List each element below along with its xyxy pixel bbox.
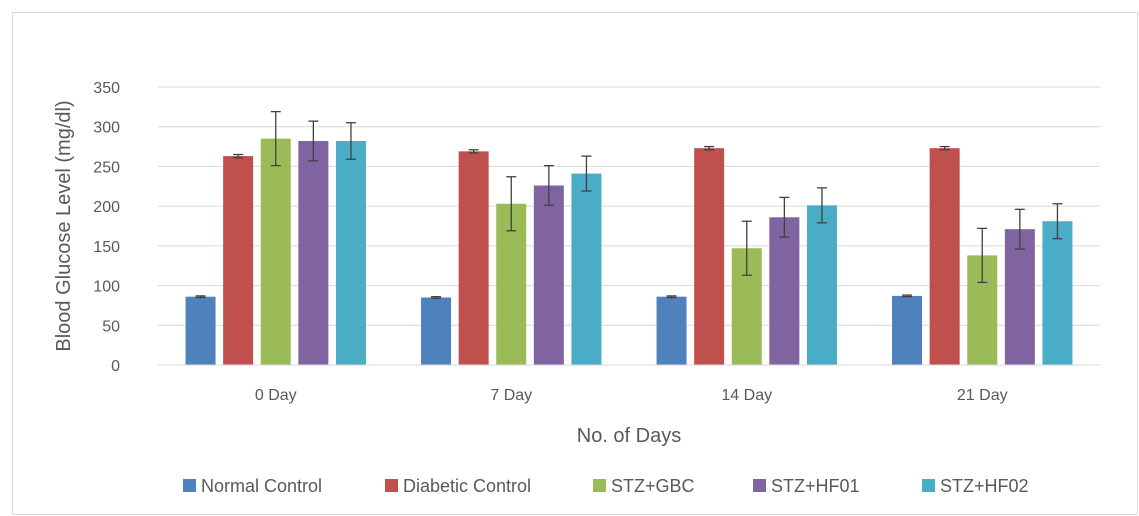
legend-label: Diabetic Control	[403, 476, 531, 496]
x-tick-label: 14 Day	[721, 387, 772, 404]
bar-stz-hf02-21-day	[1042, 221, 1073, 365]
error-bar-stz-gbc-7-day	[506, 176, 517, 232]
error-bar-diabetic-control-0-day	[233, 153, 244, 159]
bar-normal-control-7-day	[421, 297, 452, 365]
legend-label: Normal Control	[201, 476, 322, 496]
legend-swatch	[385, 479, 398, 492]
y-tick-label: 350	[93, 80, 120, 97]
bar-normal-control-14-day	[656, 296, 687, 365]
legend-label: STZ+HF01	[771, 476, 860, 496]
bar-stz-hf02-0-day	[335, 141, 366, 365]
error-bar-stz-hf01-14-day	[779, 196, 790, 238]
bar-stz-hf01-7-day	[533, 185, 564, 365]
legend-label: STZ+GBC	[611, 476, 695, 496]
legend-item-stz-hf02: STZ+HF02	[922, 476, 1029, 496]
y-tick-label: 200	[93, 199, 120, 216]
error-bar-normal-control-21-day	[902, 294, 913, 298]
error-bar-stz-hf02-7-day	[581, 155, 592, 192]
error-bar-stz-hf01-0-day	[308, 120, 319, 162]
error-bar-stz-hf02-0-day	[345, 122, 356, 160]
bars	[185, 138, 1073, 365]
error-bar-stz-hf01-7-day	[543, 164, 554, 206]
error-bar-stz-gbc-21-day	[977, 227, 988, 284]
bar-diabetic-control-14-day	[694, 148, 725, 365]
legend-item-stz-hf01: STZ+HF01	[753, 476, 860, 496]
x-axis-title: No. of Days	[577, 425, 681, 447]
legend-swatch	[183, 479, 196, 492]
error-bar-stz-hf02-21-day	[1052, 203, 1063, 240]
bar-normal-control-0-day	[185, 296, 216, 365]
x-tick-label: 21 Day	[957, 387, 1008, 404]
error-bar-normal-control-14-day	[666, 295, 677, 299]
bar-diabetic-control-7-day	[458, 151, 489, 365]
y-tick-label: 100	[93, 279, 120, 296]
bar-stz-hf01-0-day	[298, 141, 329, 365]
y-tick-label: 0	[111, 358, 120, 375]
y-tick-label: 150	[93, 239, 120, 256]
error-bar-diabetic-control-7-day	[468, 149, 479, 154]
x-axis-ticks: 0 Day 7 Day 14 Day 21 Day	[255, 387, 1008, 404]
legend-item-stz-gbc: STZ+GBC	[593, 476, 695, 496]
bar-stz-hf02-7-day	[571, 173, 602, 365]
x-tick-label: 7 Day	[490, 387, 532, 404]
x-tick-label: 0 Day	[255, 387, 297, 404]
error-bar-diabetic-control-21-day	[939, 145, 950, 151]
error-bar-diabetic-control-14-day	[704, 145, 715, 151]
error-bars	[195, 110, 1063, 299]
bar-stz-hf01-14-day	[769, 217, 800, 365]
bar-normal-control-21-day	[892, 295, 923, 365]
error-bar-normal-control-7-day	[431, 296, 442, 299]
bar-diabetic-control-21-day	[929, 148, 960, 365]
y-axis-title: Blood Glucose Level (mg/dl)	[53, 100, 75, 351]
bar-stz-gbc-0-day	[260, 138, 291, 365]
error-bar-stz-gbc-0-day	[270, 110, 281, 167]
y-tick-label: 300	[93, 120, 120, 137]
legend-swatch	[922, 479, 935, 492]
legend-label: STZ+HF02	[940, 476, 1029, 496]
error-bar-stz-hf02-14-day	[816, 187, 827, 224]
error-bar-stz-hf01-21-day	[1014, 208, 1025, 250]
legend-item-normal-control: Normal Control	[183, 476, 322, 496]
legend-swatch	[593, 479, 606, 492]
legend: Normal Control Diabetic Control STZ+GBC STZ…	[183, 476, 1029, 496]
bar-stz-hf02-14-day	[806, 205, 837, 365]
error-bar-normal-control-0-day	[195, 295, 206, 299]
legend-item-diabetic-control: Diabetic Control	[385, 476, 531, 496]
y-tick-label: 250	[93, 159, 120, 176]
y-tick-label: 50	[102, 318, 120, 335]
y-axis-ticks: 0 50 100 150 200 250 300 350	[93, 80, 120, 375]
legend-swatch	[753, 479, 766, 492]
bar-stz-hf01-21-day	[1004, 229, 1035, 365]
error-bar-stz-gbc-14-day	[741, 220, 752, 276]
bar-diabetic-control-0-day	[223, 156, 254, 365]
